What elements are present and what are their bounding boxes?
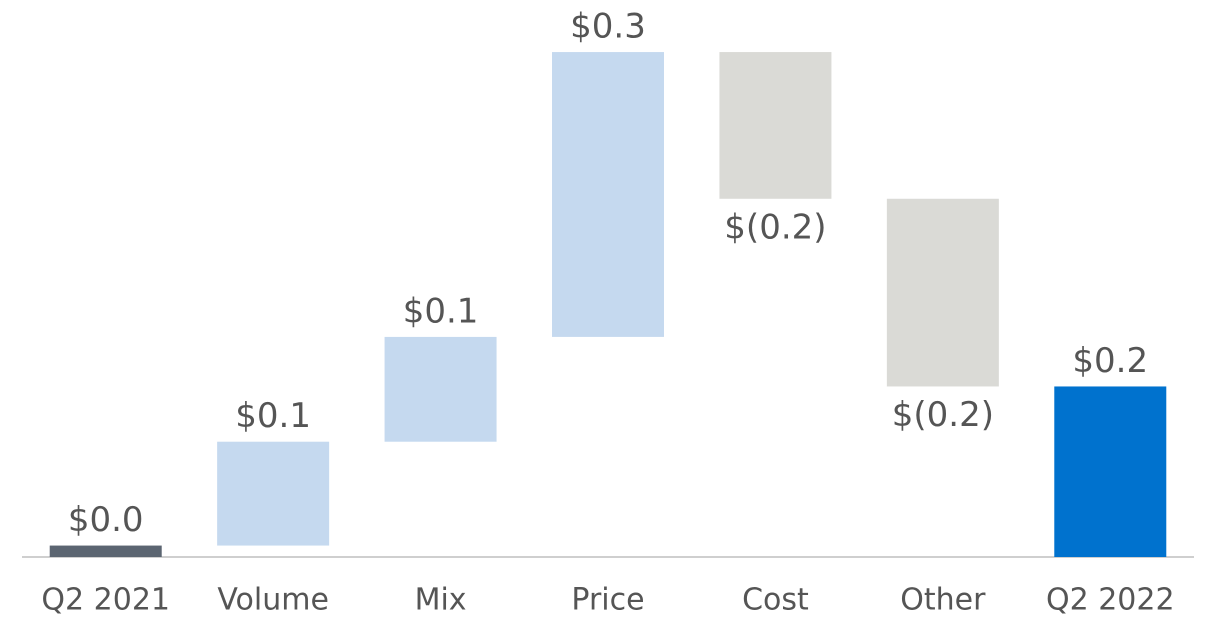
- x-tick-label: Volume: [217, 583, 329, 618]
- x-tick-label: Price: [571, 583, 644, 618]
- bar: [886, 198, 999, 387]
- bar: [49, 545, 162, 557]
- x-tick-label: Other: [900, 583, 986, 618]
- x-tick-label: Cost: [742, 583, 809, 618]
- value-label: $(0.2): [724, 207, 826, 247]
- bar: [1054, 386, 1167, 557]
- value-label: $0.1: [235, 396, 311, 436]
- x-tick-label: Q2 2022: [1046, 583, 1175, 618]
- bar: [719, 52, 832, 199]
- bar: [217, 441, 330, 546]
- value-label: $0.1: [403, 291, 479, 331]
- value-label: $0.3: [570, 7, 646, 47]
- x-tick-label: Q2 2021: [41, 583, 170, 618]
- value-label: $0.2: [1072, 341, 1148, 381]
- x-tick-label: Mix: [415, 583, 467, 618]
- value-label: $0.0: [68, 500, 144, 540]
- value-label: $(0.2): [892, 395, 994, 435]
- bar: [384, 336, 497, 442]
- bar: [552, 52, 664, 337]
